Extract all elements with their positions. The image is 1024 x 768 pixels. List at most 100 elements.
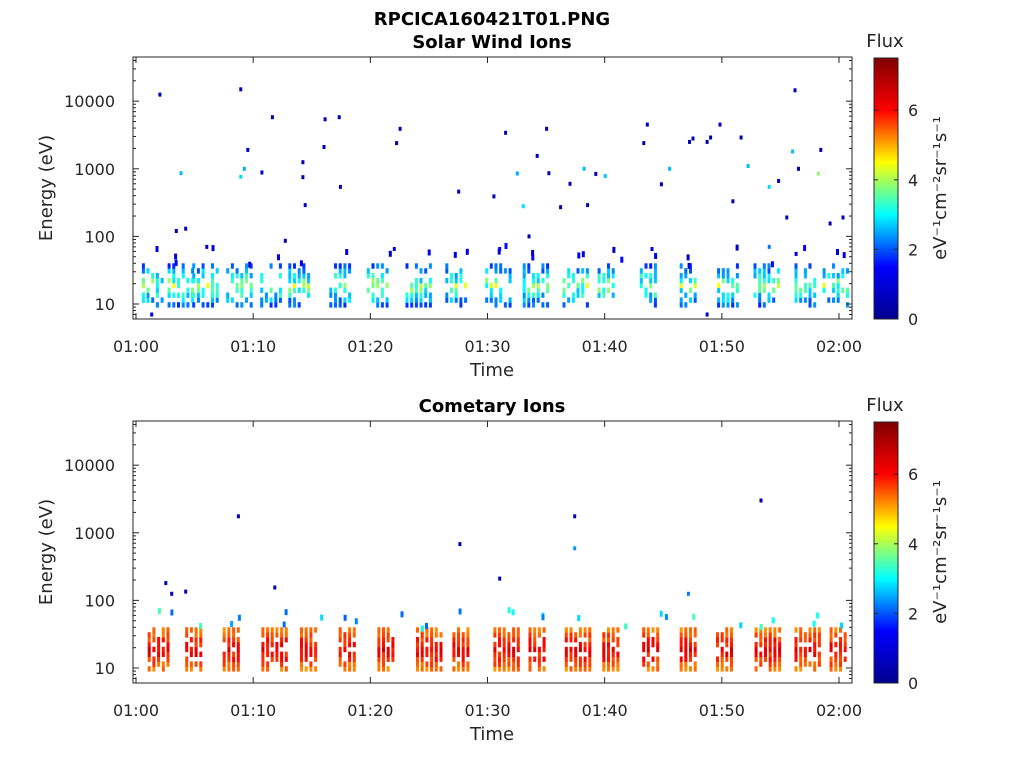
heatmap-cell: [607, 656, 610, 662]
heatmap-cell: [461, 661, 465, 667]
heatmap-cell: [772, 287, 776, 293]
heatmap-cell: [420, 625, 424, 632]
heatmap-cell: [602, 277, 606, 284]
heatmap-cell: [261, 661, 265, 667]
heatmap-cell: [725, 632, 729, 638]
heatmap-cell: [819, 147, 823, 152]
heatmap-cell: [227, 656, 231, 662]
heatmap-cell: [720, 661, 724, 667]
heatmap-cell: [196, 297, 200, 303]
heatmap-cell: [232, 651, 236, 657]
heatmap-cell: [528, 627, 532, 633]
heatmap-cell: [827, 273, 831, 279]
heatmap-cell: [280, 632, 284, 638]
heatmap-cell: [839, 661, 842, 667]
heatmap-cell: [846, 292, 849, 298]
heatmap-cell: [649, 263, 653, 269]
heatmap-cell: [434, 632, 438, 638]
heatmap-cell: [230, 263, 234, 269]
heatmap-cell: [334, 263, 337, 269]
heatmap-cell: [578, 632, 582, 638]
x-tick-label: 01:10: [230, 337, 276, 356]
heatmap-cell: [416, 656, 419, 662]
heatmap-cell: [410, 287, 414, 293]
heatmap-cell: [338, 297, 342, 303]
heatmap-cell: [269, 263, 273, 269]
heatmap-cell: [725, 627, 729, 633]
heatmap-cell: [199, 632, 203, 638]
heatmap-cell: [721, 302, 725, 308]
heatmap-cell: [454, 277, 458, 284]
heatmap-cell: [642, 661, 646, 667]
heatmap-cell: [656, 632, 660, 638]
heatmap-cell: [808, 632, 812, 638]
heatmap-cell: [266, 637, 270, 643]
heatmap-cell: [541, 614, 545, 621]
heatmap-cell: [532, 302, 535, 308]
heatmap-cell: [602, 666, 606, 672]
heatmap-cell: [226, 268, 230, 274]
heatmap-cell: [278, 292, 282, 298]
heatmap-cell: [240, 302, 244, 308]
heatmap-cell: [147, 656, 151, 662]
heatmap-cell: [211, 287, 214, 293]
heatmap-cell: [343, 287, 347, 293]
heatmap-cell: [428, 292, 432, 298]
heatmap-cell: [284, 666, 288, 672]
heatmap-cell: [147, 637, 151, 643]
heatmap-cell: [803, 245, 807, 251]
heatmap-cell: [759, 637, 763, 643]
heatmap-cell: [764, 641, 767, 648]
heatmap-cell: [758, 287, 762, 293]
heatmap-cell: [528, 656, 532, 662]
heatmap-cell: [573, 514, 577, 519]
x-tick-label: 01:20: [347, 337, 393, 356]
heatmap-cell: [808, 661, 812, 667]
heatmap-cell: [196, 292, 200, 298]
heatmap-cell: [338, 651, 342, 657]
heatmap-cell: [391, 651, 395, 657]
heatmap-cell: [651, 627, 655, 633]
heatmap-cell: [288, 273, 292, 279]
heatmap-cell: [439, 656, 443, 662]
heatmap-cell: [343, 666, 347, 672]
heatmap-cell: [493, 666, 497, 672]
heatmap-cell: [537, 646, 541, 653]
heatmap-cell: [562, 287, 566, 293]
heatmap-cell: [794, 666, 798, 672]
heatmap-cell: [813, 627, 817, 633]
heatmap-cell: [146, 297, 150, 303]
heatmap-cell: [679, 641, 683, 648]
heatmap-cell: [611, 282, 615, 289]
plot-frame: [132, 56, 853, 320]
heatmap-cell: [489, 263, 493, 269]
heatmap-cell: [348, 632, 352, 638]
heatmap-cell: [464, 282, 468, 289]
heatmap-cell: [459, 302, 463, 308]
heatmap-cell: [266, 666, 270, 672]
heatmap-cell: [817, 656, 821, 662]
heatmap-cell: [196, 287, 200, 293]
heatmap-cell: [391, 637, 395, 643]
heatmap-cell: [260, 297, 264, 303]
heatmap-cell: [725, 666, 729, 672]
heatmap-cell: [504, 130, 508, 135]
heatmap-cell: [206, 282, 210, 289]
heatmap-cell: [222, 637, 226, 643]
heatmap-cell: [684, 302, 688, 308]
heatmap-cell: [767, 277, 771, 284]
colorbar-tick-label: 2: [908, 240, 918, 259]
heatmap-cell: [434, 627, 438, 633]
heatmap-cell: [430, 661, 434, 667]
heatmap-cell: [194, 627, 198, 633]
heatmap-cell: [141, 292, 145, 298]
heatmap-cell: [776, 277, 780, 284]
heatmap-cell: [767, 244, 771, 249]
y-tick-label: 100: [84, 227, 115, 246]
heatmap-cell: [284, 627, 288, 633]
heatmap-cell: [236, 637, 240, 643]
heatmap-cell: [395, 141, 399, 146]
heatmap-cell: [562, 292, 566, 298]
heatmap-cell: [189, 661, 193, 667]
heatmap-cell: [684, 273, 688, 279]
